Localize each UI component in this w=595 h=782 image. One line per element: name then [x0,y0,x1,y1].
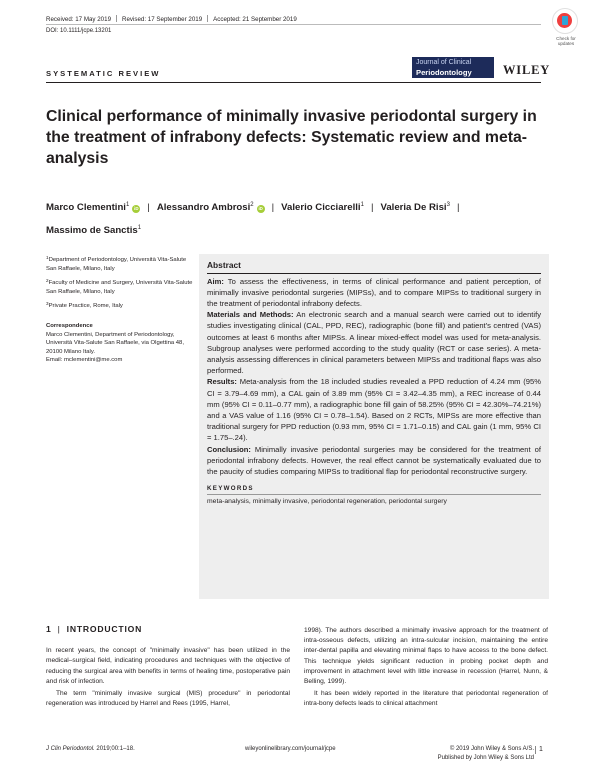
revised-date: Revised: 17 September 2019 [122,16,203,23]
orcid-icon[interactable]: iD [256,205,265,213]
check-for-updates-badge[interactable]: Check for updates [544,8,588,52]
affiliation: 3Private Practice, Rome, Italy [46,301,123,310]
doi[interactable]: DOI: 10.1111/jcpe.13201 [46,28,112,34]
title-divider [46,82,541,83]
correspondence-email[interactable]: Email: mclementini@me.com [46,357,123,364]
abstract-box: Abstract Aim: To assess the effectivenes… [199,254,549,599]
correspondence: Correspondence Marco Clementini, Departm… [46,322,196,365]
correspondence-heading: Correspondence [46,323,93,329]
copyright: © 2019 John Wiley & Sons A/S. [449,746,534,752]
date-divider [116,15,118,22]
author[interactable]: Valeria De Risi3 [380,202,450,213]
crossmark-label: Check for updates [556,36,576,47]
article-type-label: SYSTEMATIC REVIEW [46,69,161,78]
journal-logo-line2: Periodontology [416,68,472,77]
body-paragraph: It has been widely reported in the liter… [304,690,548,708]
journal-logo-line1: Journal of Clinical [416,59,472,66]
abstract-aim: Aim: To assess the effectiveness, in ter… [207,276,541,308]
received-date: Received: 17 May 2019 [46,16,112,23]
keywords: meta-analysis, minimally invasive, perio… [207,497,447,505]
correspondence-address: Marco Clementini, Department of Periodon… [46,331,184,355]
date-divider [207,15,209,22]
affiliations: 1Department of Periodontology, Universit… [46,254,196,315]
body-paragraph: In recent years, the concept of "minimal… [46,647,290,685]
citation: J Clin Periodontol. 2019;00:1–18. [46,746,135,752]
author-list: Marco Clementini1iD | Alessandro Ambrosi2i… [46,195,546,241]
footer-divider [535,746,536,754]
body-column-left: 1 | INTRODUCTION In recent years, the conc… [46,624,290,711]
section-heading-introduction: 1 | INTRODUCTION [46,624,143,634]
accepted-date: Accepted: 21 September 2019 [213,16,297,23]
abstract-methods: Materials and Methods: An electronic sea… [207,310,542,376]
body-paragraph: 1998). The authors described a minimally… [304,627,548,686]
keywords-divider [207,494,541,495]
article-dates: Received: 17 May 2019 Revised: 17 Septemb… [46,15,297,23]
author-separator: | [370,202,374,213]
abstract-conclusion: Conclusion: Minimally invasive periodont… [207,444,541,476]
publisher-logo[interactable]: WILEY [503,63,551,77]
author-separator: | [147,202,150,213]
affiliation: 2Faculty of Medicine and Surgery, Univer… [46,278,193,295]
crossmark-icon [552,8,578,34]
journal-url[interactable]: wileyonlinelibrary.com/journal/jcpe [245,746,336,752]
author-separator: | [456,202,460,213]
author[interactable]: Marco Clementini1iD [46,202,141,213]
header-divider [46,24,541,25]
orcid-icon[interactable]: iD [132,205,141,213]
author[interactable]: Valerio Cicciarelli1 [281,202,364,213]
affiliation: 1Department of Periodontology, Universit… [46,255,187,272]
body-column-right: 1998). The authors described a minimally… [304,626,548,712]
page-number: 1 [539,746,543,753]
abstract-results: Results: Meta-analysis from the 18 inclu… [207,377,541,443]
abstract-heading: Abstract [207,260,241,270]
body-paragraph: The term "minimally invasive surgical (M… [46,690,290,708]
publisher-line: Published by John Wiley & Sons Ltd [437,755,534,761]
author[interactable]: Alessandro Ambrosi2iD [156,202,265,213]
author[interactable]: Massimo de Sanctis1 [46,225,142,236]
abstract-divider [207,273,541,274]
author-separator: | [271,202,275,213]
article-title: Clinical performance of minimally invasi… [46,108,537,167]
journal-logo[interactable]: Journal of Clinical Periodontology [412,57,494,78]
keywords-heading: KEYWORDS [207,485,254,493]
